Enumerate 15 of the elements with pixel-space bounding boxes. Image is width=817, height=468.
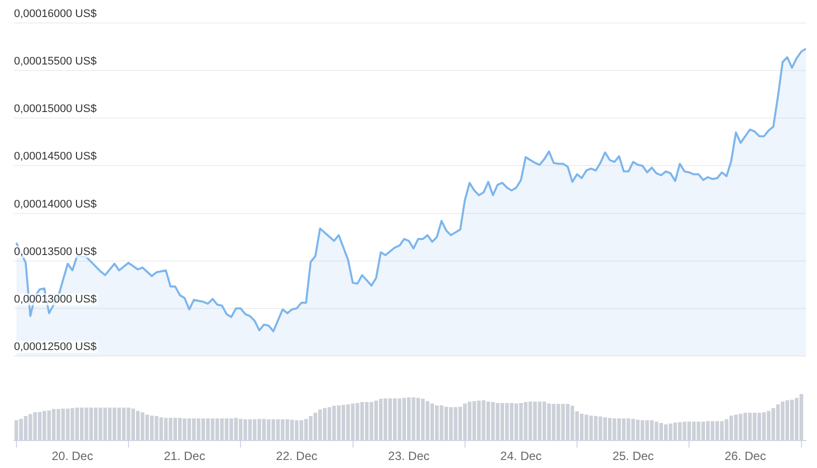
x-tick-label: 22. Dec <box>276 449 318 464</box>
y-tick-label: 0,00014500 US$ <box>14 150 97 163</box>
y-tick-label: 0,00013500 US$ <box>14 246 97 258</box>
y-tick-label: 0,00014000 US$ <box>14 198 97 210</box>
y-tick-label: 0,00015000 US$ <box>14 103 97 116</box>
x-tick-label: 25. Dec <box>612 449 654 464</box>
x-tick-label: 21. Dec <box>164 449 206 464</box>
x-tick-label: 24. Dec <box>500 449 542 464</box>
x-tick-label: 23. Dec <box>388 449 430 464</box>
y-tick-label: 0,00013000 US$ <box>14 293 97 306</box>
y-tick-label: 0,00015500 US$ <box>14 56 97 68</box>
x-tick-label: 26. Dec <box>724 449 766 464</box>
y-tick-label: 0,00016000 US$ <box>14 8 97 20</box>
y-tick-label: 0,00012500 US$ <box>14 341 97 354</box>
x-tick-label: 20. Dec <box>52 449 94 464</box>
